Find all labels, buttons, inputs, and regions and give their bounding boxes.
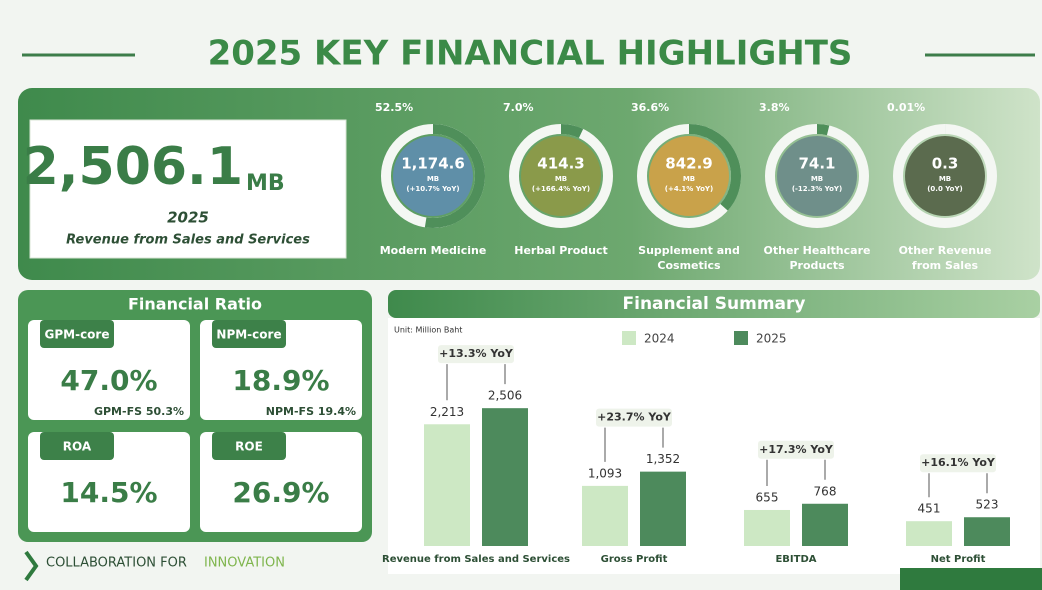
yoy-label: +16.1% YoY [921,456,996,469]
revenue-label: Revenue from Sales and Services [66,233,310,248]
x-tick-label: Gross Profit [601,554,668,565]
summary-title: Financial Summary [623,294,806,314]
x-tick-label: Revenue from Sales and Services [382,554,570,565]
bar [964,517,1010,546]
legend-label: 2025 [756,332,787,346]
bar-value-label: 1,352 [646,452,680,466]
bar-value-label: 768 [814,484,837,498]
bar [802,504,848,546]
x-tick-label: Net Profit [931,554,986,565]
segment-unit: MB [555,175,567,183]
ratio-value: 26.9% [232,476,329,509]
ratio-note: NPM-FS 19.4% [266,405,356,418]
page-title: 2025 KEY FINANCIAL HIGHLIGHTS [208,34,853,74]
segment-unit: MB [427,175,439,183]
bar [906,521,952,546]
segment-value: 74.1 [798,155,835,173]
yoy-label: +13.3% YoY [439,347,514,360]
ratio-name: GPM-core [45,328,110,342]
bar-value-label: 2,506 [488,389,522,403]
segment-yoy: (0.0 YoY) [927,185,963,193]
canvas: 2025 KEY FINANCIAL HIGHLIGHTS Financial … [0,0,1042,590]
bar-value-label: 2,213 [430,405,464,419]
ratio-name: ROA [63,440,92,454]
bar-value-label: 451 [918,502,941,516]
ratio-value: 18.9% [232,364,329,397]
bar-value-label: 523 [976,498,999,512]
unit-label: Unit: Million Baht [394,326,462,335]
ratio-name: NPM-core [216,328,281,342]
bar [482,408,528,546]
segment-value: 0.3 [932,155,959,173]
bar [744,510,790,546]
bar-value-label: 655 [756,490,779,504]
bar [582,486,628,546]
ratio-title: Financial Ratio [128,295,262,314]
donut-arc [817,129,828,130]
revenue-year: 2025 [167,209,209,227]
segment-yoy: (-12.3% YoY) [792,185,842,193]
corner-strip [900,568,1042,590]
segment-name: Herbal Product [501,243,621,258]
ratio-note: GPM-FS 50.3% [94,405,184,418]
share-label: 7.0% [503,101,534,114]
infographic: 2025 KEY FINANCIAL HIGHLIGHTS Financial … [0,0,1042,590]
segment-yoy: (+10.7% YoY) [406,185,459,193]
segment-name: Modern Medicine [373,243,493,258]
legend-swatch [622,331,636,345]
segment-unit: MB [811,175,823,183]
yoy-label: +23.7% YoY [597,411,672,424]
x-tick-label: EBITDA [775,554,816,565]
share-label: 36.6% [631,101,669,114]
segment-value: 1,174.6 [401,155,465,173]
segment-value: 414.3 [537,155,584,173]
revenue-value: 2,506.1 [23,137,243,197]
yoy-label: +17.3% YoY [759,443,834,456]
bar [640,472,686,546]
revenue-unit: MB [246,171,285,196]
footer-text: COLLABORATION FOR [46,556,187,571]
segment-yoy: (+166.4% YoY) [532,185,590,193]
segment-value: 842.9 [665,155,712,173]
segment-name: Supplement and Cosmetics [629,243,749,273]
share-label: 3.8% [759,101,790,114]
ratio-name: ROE [235,440,263,454]
ratio-value: 47.0% [60,364,157,397]
bar [424,424,470,546]
ratio-value: 14.5% [60,476,157,509]
donut-arc [561,129,581,133]
share-label: 0.01% [887,101,925,114]
share-label: 52.5% [375,101,413,114]
segment-unit: MB [683,175,695,183]
legend-label: 2024 [644,332,675,346]
segment-unit: MB [939,175,951,183]
segment-name: Other Revenue from Sales [885,243,1005,273]
segment-yoy: (+4.1% YoY) [665,185,713,193]
footer-text: INNOVATION [204,556,285,571]
bar-value-label: 1,093 [588,466,622,480]
legend-swatch [734,331,748,345]
segment-name: Other Healthcare Products [757,243,877,273]
